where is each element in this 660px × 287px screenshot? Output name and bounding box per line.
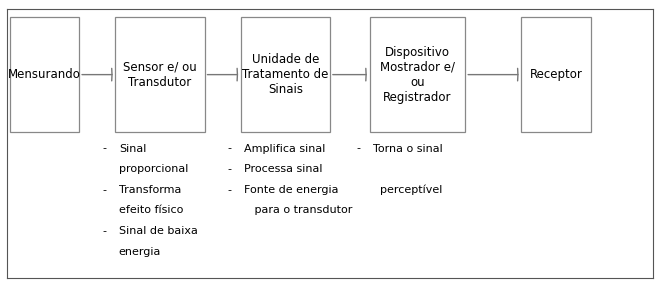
- Text: Fonte de energia: Fonte de energia: [244, 185, 339, 195]
- Text: Unidade de
Tratamento de
Sinais: Unidade de Tratamento de Sinais: [242, 53, 329, 96]
- Text: Processa sinal: Processa sinal: [244, 164, 323, 174]
- Text: Sinal de baixa: Sinal de baixa: [119, 226, 198, 236]
- Text: -: -: [228, 144, 232, 154]
- Text: Transforma: Transforma: [119, 185, 182, 195]
- Text: -: -: [102, 226, 106, 236]
- Text: -: -: [228, 185, 232, 195]
- Text: energia: energia: [119, 247, 161, 257]
- Text: efeito físico: efeito físico: [119, 205, 183, 216]
- Text: perceptível: perceptível: [373, 185, 442, 195]
- Text: Torna o sinal: Torna o sinal: [373, 144, 443, 154]
- Text: Dispositivo
Mostrador e/
ou
Registrador: Dispositivo Mostrador e/ ou Registrador: [380, 46, 455, 104]
- Text: proporcional: proporcional: [119, 164, 188, 174]
- Text: -: -: [228, 164, 232, 174]
- Bar: [10, 17, 79, 132]
- Text: Amplifica sinal: Amplifica sinal: [244, 144, 325, 154]
- Bar: [241, 17, 330, 132]
- Text: Sinal: Sinal: [119, 144, 146, 154]
- Text: Mensurando: Mensurando: [8, 68, 81, 81]
- Text: -: -: [356, 144, 360, 154]
- Bar: [370, 17, 465, 132]
- Text: -: -: [102, 185, 106, 195]
- Bar: [521, 17, 591, 132]
- Bar: [115, 17, 205, 132]
- Text: Receptor: Receptor: [529, 68, 583, 81]
- Text: para o transdutor: para o transdutor: [244, 205, 352, 216]
- Text: Sensor e/ ou
Transdutor: Sensor e/ ou Transdutor: [123, 61, 197, 89]
- Text: -: -: [102, 144, 106, 154]
